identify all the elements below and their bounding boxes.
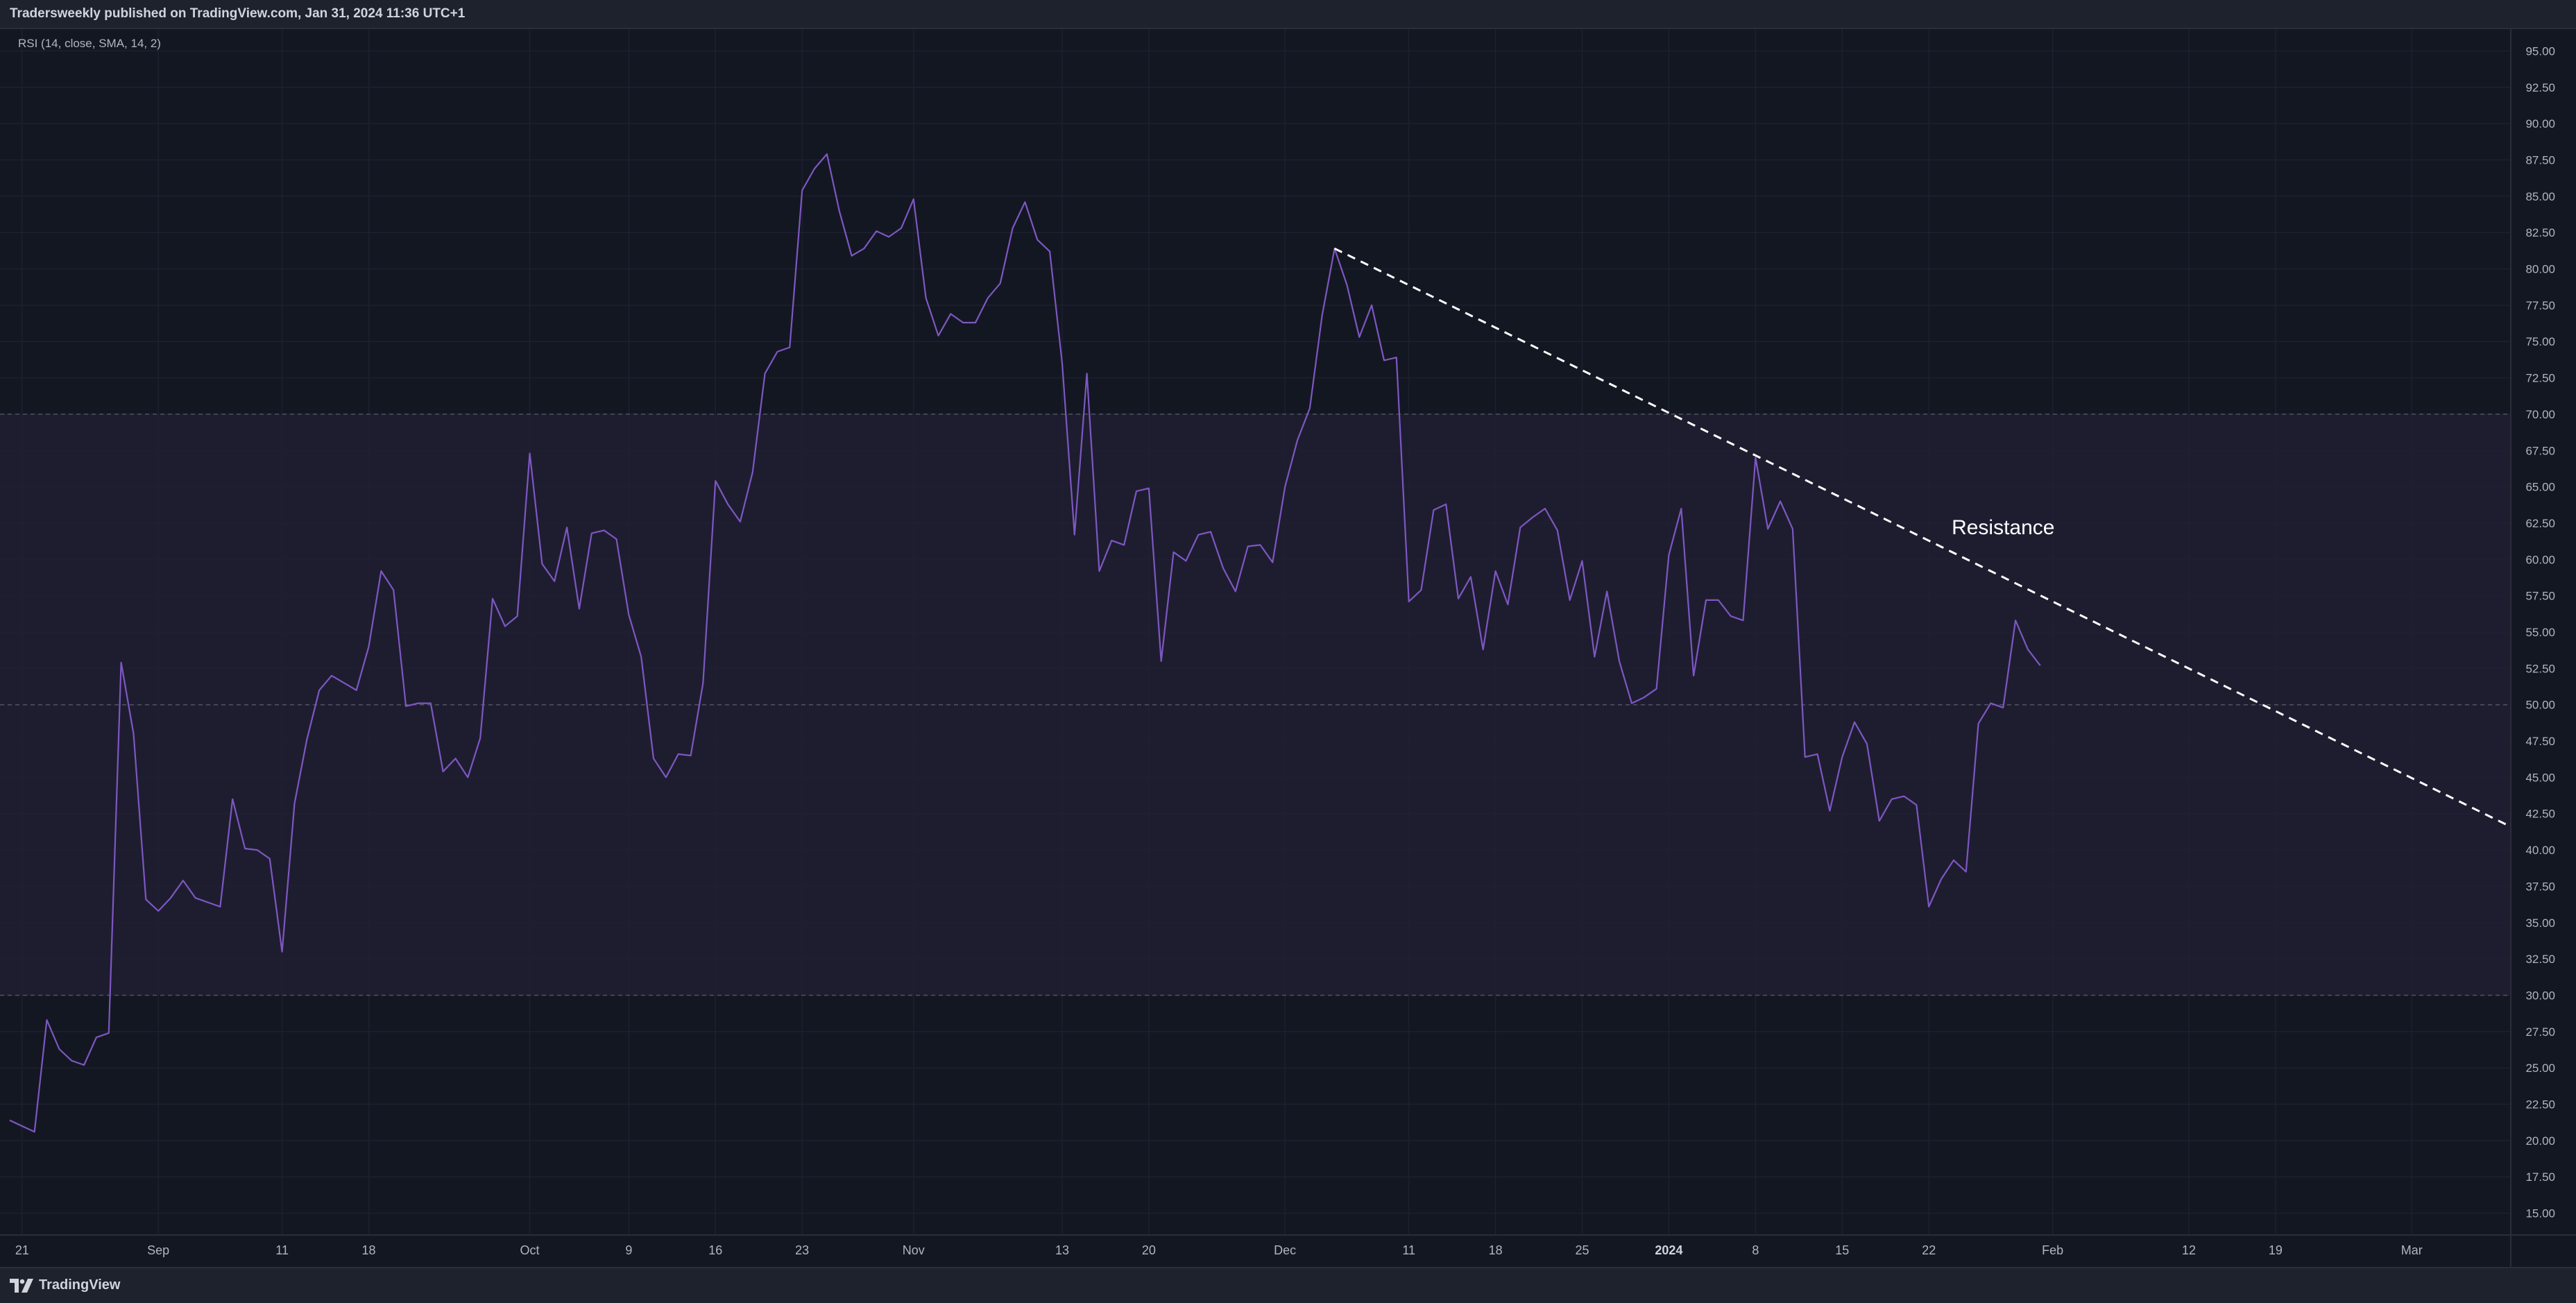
y-tick-label: 92.50 [2525,81,2555,94]
x-tick-label: 18 [1489,1243,1503,1257]
annotations[interactable]: Resistance [1333,247,2511,828]
y-tick-label: 82.50 [2525,226,2555,239]
y-tick-label: 40.00 [2525,844,2555,857]
rsi-chart[interactable]: Resistance 95.00 92.50 90.00 87.50 85.00 82.5… [0,29,2576,1267]
x-tick-label: Nov [903,1243,925,1257]
x-tick-label: Mar [2401,1243,2423,1257]
y-tick-label: 85.00 [2525,190,2555,203]
y-tick-label: 62.50 [2525,517,2555,530]
x-tick-label: Feb [2042,1243,2063,1257]
x-tick-label: 12 [2182,1243,2196,1257]
y-tick-label: 30.00 [2525,989,2555,1002]
x-tick-label: 23 [795,1243,809,1257]
x-tick-label: 13 [1055,1243,1069,1257]
chart-area[interactable]: Resistance 95.00 92.50 90.00 87.50 85.00 82.5… [0,29,2576,1267]
rsi-series [9,153,2041,1133]
y-tick-label: 32.50 [2525,953,2555,966]
y-tick-label: 60.00 [2525,553,2555,566]
y-tick-label: 72.50 [2525,372,2555,385]
resistance-label[interactable]: Resistance [1952,516,2054,539]
x-tick-label: Sep [147,1243,169,1257]
rsi-line [9,153,2041,1133]
y-tick-label: 25.00 [2525,1062,2555,1075]
x-tick-label: 8 [1752,1243,1759,1257]
x-tick-label: 11 [275,1243,289,1257]
x-tick-label: Dec [1274,1243,1296,1257]
x-tick-label: 20 [1142,1243,1156,1257]
y-tick-label: 27.50 [2525,1025,2555,1039]
y-tick-label: 55.00 [2525,626,2555,639]
y-tick-label: 70.00 [2525,408,2555,421]
y-tick-label: 22.50 [2525,1098,2555,1112]
brand[interactable]: TradingView [10,1277,120,1293]
y-tick-label: 42.50 [2525,808,2555,821]
x-tick-label: 22 [1922,1243,1936,1257]
y-tick-label: 75.00 [2525,335,2555,348]
y-tick-label: 65.00 [2525,481,2555,494]
x-tick-label: 16 [708,1243,722,1257]
y-tick-label: 17.50 [2525,1170,2555,1184]
y-tick-label: 45.00 [2525,771,2555,784]
brand-name: TradingView [39,1277,121,1293]
y-tick-label: 15.00 [2525,1207,2555,1220]
rsi-band-lines [0,414,2511,996]
tradingview-logo-icon [10,1278,33,1293]
y-tick-label: 67.50 [2525,444,2555,457]
x-tick-label: Oct [520,1243,540,1257]
y-tick-label: 47.50 [2525,735,2555,748]
y-tick-label: 57.50 [2525,590,2555,603]
y-tick-label: 52.50 [2525,662,2555,675]
y-tick-label: 90.00 [2525,117,2555,130]
y-tick-label: 20.00 [2525,1134,2555,1148]
x-tick-label: 19 [2269,1243,2283,1257]
x-tick-label: 2024 [1655,1243,1682,1257]
x-tick-label: 21 [15,1243,29,1257]
y-tick-label: 95.00 [2525,44,2555,58]
x-tick-label: 11 [1402,1243,1415,1257]
x-tick-label: 9 [625,1243,632,1257]
x-tick-label: 25 [1575,1243,1589,1257]
y-tick-label: 50.00 [2525,699,2555,712]
x-tick-label: 18 [362,1243,376,1257]
x-tick-label: 15 [1835,1243,1849,1257]
y-tick-label: 37.50 [2525,880,2555,893]
y-tick-label: 87.50 [2525,153,2555,167]
price-axis[interactable]: 95.00 92.50 90.00 87.50 85.00 82.50 80.00 77.50… [2525,44,2555,1220]
brand-bar: TradingView [0,1267,2576,1303]
publisher-bar: Tradersweekly published on TradingView.c… [0,0,2576,29]
time-axis[interactable]: 21 Sep 11 18 Oct 9 16 23 Nov 13 20 Dec 11 18 25 2024 8 15… [0,1234,2576,1257]
indicator-legend[interactable]: RSI (14, close, SMA, 14, 2) [18,37,161,50]
y-tick-label: 77.50 [2525,299,2555,312]
y-tick-label: 80.00 [2525,263,2555,276]
y-tick-label: 35.00 [2525,917,2555,930]
publisher-text: Tradersweekly published on TradingView.c… [10,6,466,21]
